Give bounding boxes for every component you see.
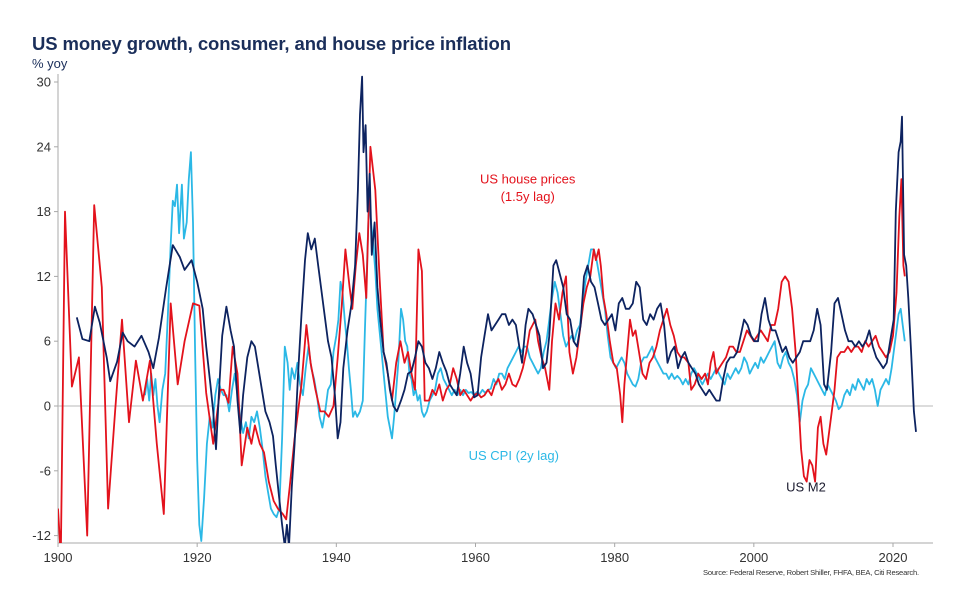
- series-line-us-m2: [75, 75, 917, 543]
- source-note: Source: Federal Reserve, Robert Shiller,…: [703, 568, 919, 577]
- y-tick-label: 0: [44, 399, 51, 414]
- x-tick-label: 1920: [183, 550, 212, 565]
- axes: -12 -6 0 6 12 18 24 30 1900 1920 1940 1960 1980 2000 2…: [32, 74, 933, 565]
- y-tick-label: -12: [32, 528, 51, 543]
- annotation-layer: US house prices (1.5y lag) US CPI (2y lag)…: [469, 172, 826, 495]
- y-tick-label: 24: [37, 139, 51, 154]
- y-tick-label: -6: [39, 463, 51, 478]
- x-tick-label: 2020: [879, 550, 908, 565]
- x-tick-label: 1940: [322, 550, 351, 565]
- series-annotation-label: US M2: [786, 479, 826, 494]
- x-tick-label: 2000: [739, 550, 768, 565]
- x-tick-label: 1900: [44, 550, 73, 565]
- series-annotation-label: (1.5y lag): [501, 189, 555, 204]
- y-tick-label: 12: [37, 269, 51, 284]
- series-annotation-label: US house prices: [480, 172, 576, 187]
- series-layer: [58, 75, 917, 543]
- series-annotation-label: US CPI (2y lag): [469, 448, 559, 463]
- series-line-us-cpi-2y-lag: [144, 151, 906, 542]
- x-tick-label: 1980: [600, 550, 629, 565]
- series-line-us-house-prices-1-5y-lag: [58, 145, 906, 543]
- chart-title: US money growth, consumer, and house pri…: [32, 33, 511, 54]
- y-axis-unit-label: % yoy: [32, 56, 68, 71]
- y-tick-label: 18: [37, 204, 51, 219]
- y-tick-label: 30: [37, 75, 51, 90]
- y-tick-label: 6: [44, 334, 51, 349]
- x-tick-label: 1960: [461, 550, 490, 565]
